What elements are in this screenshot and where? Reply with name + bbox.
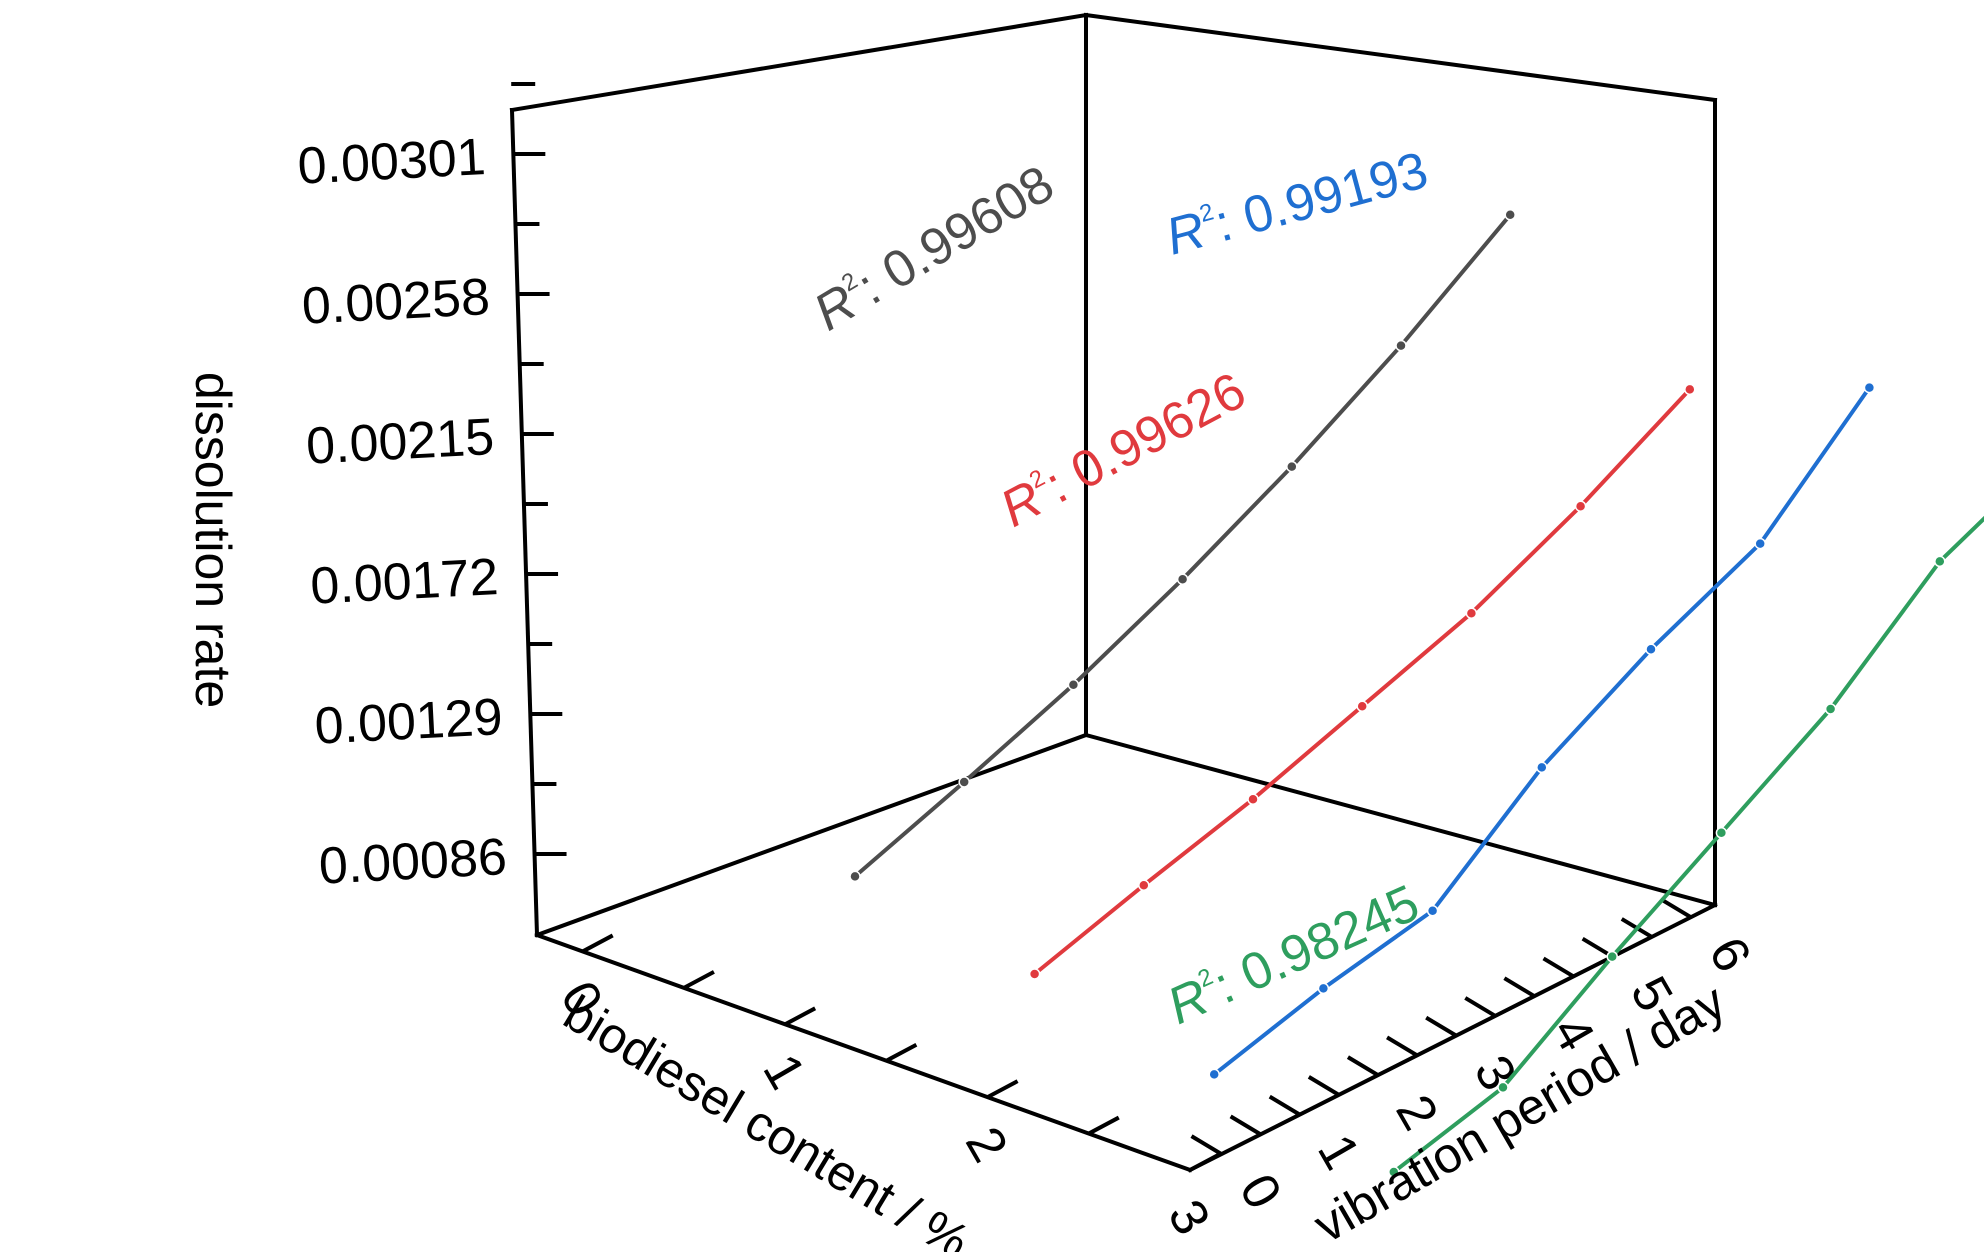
data-point <box>1208 1068 1220 1081</box>
z-tick-label: 0.00129 <box>313 688 504 756</box>
r2-annotation: R2: 0.99193 <box>1160 141 1434 266</box>
data-point <box>1426 905 1439 917</box>
y-tick <box>1425 1015 1458 1038</box>
y-tick <box>1307 1075 1340 1097</box>
data-point <box>1067 679 1080 691</box>
y-tick <box>1346 1055 1379 1077</box>
data-point <box>1754 537 1766 550</box>
y-tick <box>1386 1035 1419 1058</box>
y-tick-label: 6 <box>1697 928 1762 982</box>
data-point <box>1536 761 1548 774</box>
x-tick <box>1189 1152 1221 1172</box>
y-tick <box>1659 897 1692 919</box>
data-point <box>1286 460 1298 473</box>
y-tick <box>1503 976 1536 998</box>
data-point <box>1497 1081 1509 1094</box>
data-point <box>1606 950 1618 963</box>
axis-edge-3 <box>1083 12 1718 103</box>
axes-box <box>509 12 1718 1173</box>
r2-value: : 0.99608 <box>848 155 1064 316</box>
data-point <box>1356 700 1368 712</box>
x-tick-label: 2 <box>954 1118 1019 1172</box>
y-axis-label: vibration period / day <box>1305 973 1735 1252</box>
data-point <box>1395 339 1407 352</box>
y-tick-label: 0 <box>1228 1165 1293 1219</box>
y-tick <box>1229 1114 1262 1137</box>
y-tick <box>1190 1134 1223 1156</box>
data-point <box>1715 827 1728 839</box>
x-tick <box>581 933 614 954</box>
data-point <box>958 776 970 788</box>
z-tick-label: 0.00258 <box>301 268 492 336</box>
y-tick <box>1268 1094 1301 1117</box>
axis-edge-8 <box>1083 732 1718 908</box>
data-point <box>1465 607 1478 619</box>
r2-annotation: R2: 0.99608 <box>804 155 1063 343</box>
data-point <box>1176 573 1189 585</box>
axis-edge-1 <box>1187 902 1718 1173</box>
r2-value: : 0.99626 <box>1036 362 1255 515</box>
data-point <box>1574 500 1587 512</box>
r2-value: : 0.99193 <box>1209 141 1433 253</box>
series-0: R2: 0.99608 <box>804 155 1516 883</box>
axis-labels: dissolution rate biodiesel content / % v… <box>185 372 1734 1252</box>
data-point <box>1934 555 1946 568</box>
data-point <box>1504 209 1516 221</box>
y-tick-label: 1 <box>1306 1125 1371 1179</box>
data-point <box>1863 381 1876 394</box>
z-tick-label: 0.00172 <box>309 548 500 616</box>
axis-edge-5 <box>509 107 540 938</box>
data-point <box>1138 879 1150 891</box>
data-point <box>1645 643 1657 655</box>
z-tick-label: 0.00301 <box>296 128 487 196</box>
x-tick <box>1087 1115 1120 1136</box>
data-point <box>849 870 861 883</box>
x-tick <box>784 1006 817 1027</box>
series-line <box>853 213 1512 878</box>
series-1: R2: 0.99626 <box>991 362 1696 980</box>
data-point <box>1824 703 1837 715</box>
axis-edge-7 <box>534 732 1089 938</box>
y-tick <box>1542 956 1575 979</box>
data-point <box>1684 383 1696 396</box>
z-tick-label: 0.00086 <box>317 828 508 896</box>
r2-annotation: R2: 0.99626 <box>991 362 1255 539</box>
x-axis-label: biodiesel content / % <box>555 985 979 1252</box>
x-tick <box>885 1042 918 1063</box>
x-tick-label: 3 <box>1156 1190 1221 1244</box>
data-point <box>1388 1166 1400 1178</box>
axis-edge-0 <box>534 932 1193 1173</box>
data-point <box>1247 793 1259 805</box>
y-tick <box>1464 996 1497 1018</box>
z-tick-label: 0.00215 <box>305 408 496 476</box>
data-point <box>1028 968 1041 980</box>
x-tick <box>682 970 715 990</box>
axis-edge-4 <box>509 12 1089 113</box>
x-tick <box>986 1079 1019 1099</box>
z-axis-label: dissolution rate <box>185 372 241 708</box>
data-point <box>1317 982 1330 995</box>
